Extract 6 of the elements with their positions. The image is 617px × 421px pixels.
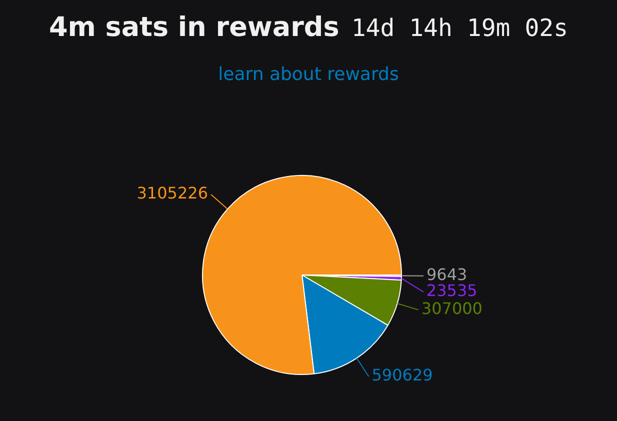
text: learn about rewards — [217, 64, 400, 85]
data-label: 590629 — [372, 366, 433, 385]
data-label: 3105226 — [136, 184, 208, 203]
chart-subtitle: 14d 14h 19m 02s — [351, 14, 568, 42]
chart-title: 4m sats in rewards — [48, 12, 340, 43]
data-label: 307000 — [421, 298, 482, 318]
